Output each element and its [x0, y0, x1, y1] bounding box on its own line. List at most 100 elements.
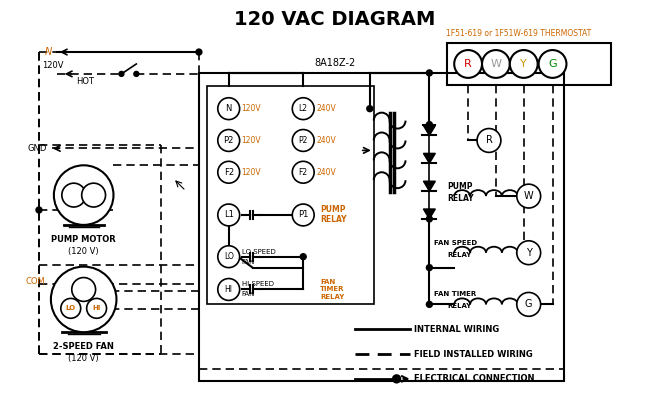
Circle shape: [134, 71, 139, 76]
Text: 1F51-619 or 1F51W-619 THERMOSTAT: 1F51-619 or 1F51W-619 THERMOSTAT: [446, 28, 592, 38]
Circle shape: [292, 161, 314, 183]
Circle shape: [482, 50, 510, 78]
Text: HOT: HOT: [76, 78, 94, 86]
Circle shape: [218, 204, 240, 226]
Circle shape: [300, 254, 306, 260]
Circle shape: [517, 184, 541, 208]
Text: R: R: [486, 135, 492, 145]
Circle shape: [292, 204, 314, 226]
Text: GND: GND: [27, 144, 47, 153]
Text: LO: LO: [66, 305, 76, 311]
Circle shape: [218, 246, 240, 268]
Text: FAN: FAN: [242, 292, 255, 297]
Text: N: N: [45, 47, 52, 57]
Text: COM: COM: [25, 277, 45, 286]
Text: Y: Y: [526, 248, 531, 258]
Text: 240V: 240V: [316, 168, 336, 177]
Text: RELAY: RELAY: [448, 303, 472, 309]
Text: (120 V): (120 V): [68, 354, 99, 363]
Text: RELAY: RELAY: [320, 295, 344, 300]
Text: 2-SPEED FAN: 2-SPEED FAN: [53, 342, 114, 351]
Circle shape: [86, 298, 107, 318]
Text: FAN: FAN: [242, 259, 255, 265]
Text: LO SPEED: LO SPEED: [242, 249, 275, 255]
Text: RELAY: RELAY: [448, 194, 474, 202]
Circle shape: [454, 50, 482, 78]
Text: RELAY: RELAY: [448, 252, 472, 258]
Text: R: R: [464, 59, 472, 69]
Circle shape: [82, 183, 106, 207]
Circle shape: [292, 129, 314, 151]
Bar: [199, 73, 564, 381]
Circle shape: [54, 165, 113, 225]
Text: 120V: 120V: [242, 136, 261, 145]
Text: Y: Y: [521, 59, 527, 69]
Circle shape: [72, 277, 96, 301]
Circle shape: [36, 207, 42, 213]
Text: FAN SPEED: FAN SPEED: [434, 240, 478, 246]
Text: G: G: [548, 59, 557, 69]
Circle shape: [426, 122, 432, 127]
Text: P1: P1: [298, 210, 308, 220]
Text: P2: P2: [224, 136, 234, 145]
Circle shape: [51, 266, 117, 332]
Text: L2: L2: [299, 104, 308, 113]
Bar: [207, 86, 374, 304]
Text: L1: L1: [224, 210, 234, 220]
Text: (120 V): (120 V): [68, 247, 99, 256]
Circle shape: [426, 301, 432, 308]
Text: PUMP: PUMP: [320, 205, 346, 215]
Text: PUMP: PUMP: [448, 182, 473, 191]
Circle shape: [119, 71, 124, 76]
Circle shape: [366, 106, 373, 111]
Text: INTERNAL WIRING: INTERNAL WIRING: [415, 325, 500, 334]
Text: HI: HI: [224, 285, 232, 294]
Text: W: W: [490, 59, 501, 69]
Text: 120 VAC DIAGRAM: 120 VAC DIAGRAM: [234, 10, 436, 29]
Circle shape: [477, 129, 501, 153]
Circle shape: [218, 129, 240, 151]
Text: HI SPEED: HI SPEED: [242, 282, 273, 287]
Text: LO: LO: [224, 252, 234, 261]
Text: FAN TIMER: FAN TIMER: [434, 292, 476, 297]
Polygon shape: [423, 126, 436, 135]
Circle shape: [517, 292, 541, 316]
Text: 240V: 240V: [316, 104, 336, 113]
Text: 240V: 240V: [316, 136, 336, 145]
Circle shape: [426, 70, 432, 76]
Text: RELAY: RELAY: [320, 215, 346, 225]
Circle shape: [62, 183, 86, 207]
Text: F2: F2: [224, 168, 234, 177]
Circle shape: [539, 50, 566, 78]
Text: N: N: [226, 104, 232, 113]
Text: G: G: [525, 299, 533, 309]
Bar: [448, 43, 611, 85]
Text: 120V: 120V: [242, 168, 261, 177]
Text: TIMER: TIMER: [320, 287, 344, 292]
Text: HI: HI: [92, 305, 100, 311]
Circle shape: [426, 265, 432, 271]
Circle shape: [218, 279, 240, 300]
Circle shape: [510, 50, 537, 78]
Circle shape: [292, 98, 314, 119]
Circle shape: [517, 241, 541, 265]
Text: PUMP MOTOR: PUMP MOTOR: [52, 235, 116, 244]
Text: ELECTRICAL CONNECTION: ELECTRICAL CONNECTION: [415, 374, 535, 383]
Polygon shape: [423, 153, 436, 163]
Circle shape: [196, 49, 202, 55]
Circle shape: [218, 161, 240, 183]
Text: W: W: [524, 191, 533, 201]
Text: FIELD INSTALLED WIRING: FIELD INSTALLED WIRING: [415, 349, 533, 359]
Polygon shape: [423, 181, 436, 191]
Circle shape: [393, 375, 401, 383]
Text: 120V: 120V: [42, 62, 64, 70]
Text: 8A18Z-2: 8A18Z-2: [314, 58, 356, 68]
Text: 120V: 120V: [242, 104, 261, 113]
Polygon shape: [423, 209, 436, 219]
Text: F2: F2: [299, 168, 308, 177]
Circle shape: [61, 298, 80, 318]
Circle shape: [426, 216, 432, 222]
Text: FAN: FAN: [320, 279, 336, 285]
Circle shape: [218, 98, 240, 119]
Text: P2: P2: [299, 136, 308, 145]
